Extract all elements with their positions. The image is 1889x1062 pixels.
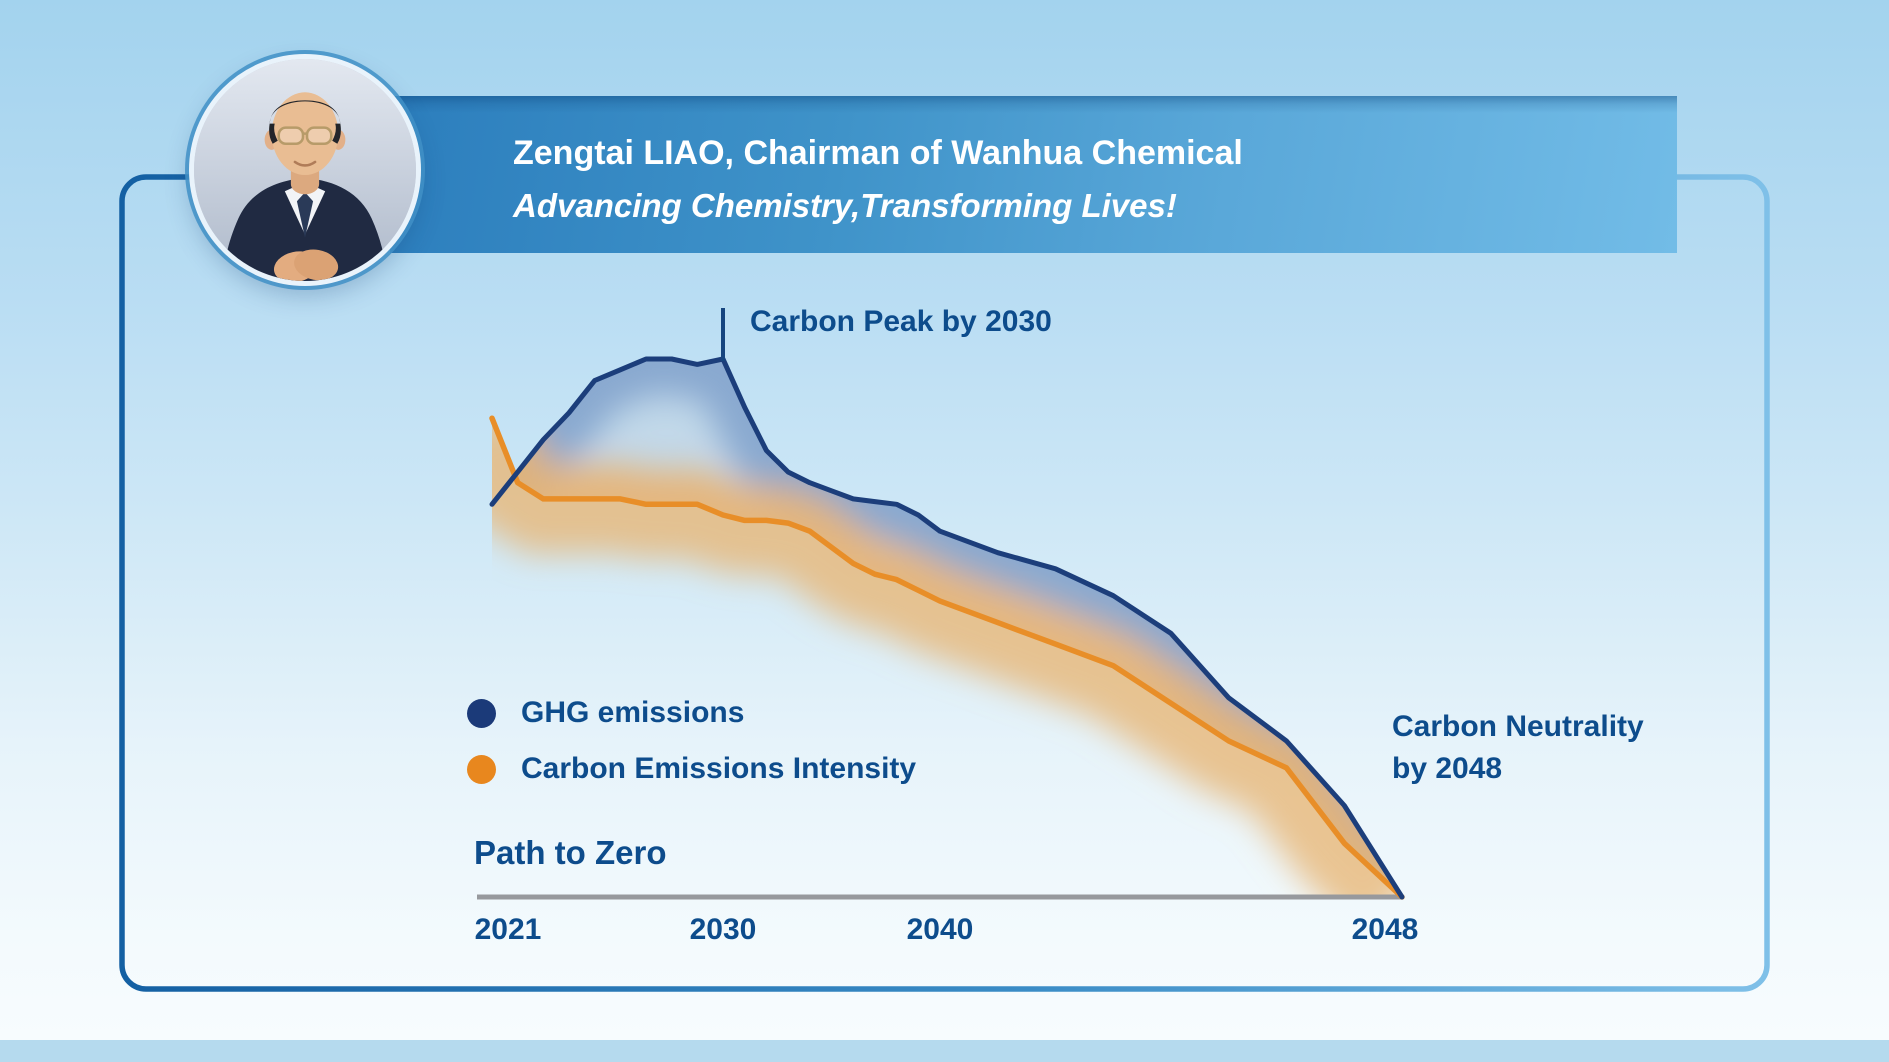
- x-tick-2048: 2048: [1351, 913, 1419, 946]
- bottom-accent-strip: [0, 1040, 1889, 1062]
- x-tick-2040: 2040: [906, 913, 974, 946]
- carbon-neutrality-line2: by 2048: [1392, 752, 1503, 785]
- x-tick-2030: 2030: [689, 913, 757, 946]
- header-banner: Zengtai LIAO, Chairman of Wanhua Chemica…: [390, 96, 1677, 253]
- carbon-peak-annotation: Carbon Peak by 2030: [750, 305, 1052, 338]
- legend-label-intensity: Carbon Emissions Intensity: [521, 752, 917, 785]
- chart-legend: GHG emissions Carbon Emissions Intensity: [467, 696, 916, 808]
- ghg-legend-dot-icon: [467, 698, 496, 728]
- carbon-neutrality-annotation: Carbon Neutrality by 2048: [1392, 706, 1644, 790]
- legend-item-intensity: Carbon Emissions Intensity: [467, 752, 916, 786]
- x-tick-2021: 2021: [474, 913, 542, 946]
- chairman-name-title: Zengtai LIAO, Chairman of Wanhua Chemica…: [513, 134, 1243, 172]
- intensity-legend-dot-icon: [467, 754, 496, 784]
- chart-title: Path to Zero: [474, 834, 667, 871]
- chairman-avatar: [189, 54, 421, 286]
- carbon-neutrality-line1: Carbon Neutrality: [1392, 710, 1644, 743]
- legend-label-ghg: GHG emissions: [521, 696, 745, 729]
- company-tagline: Advancing Chemistry,Transforming Lives!: [513, 187, 1177, 224]
- chairman-portrait-icon: [194, 59, 416, 281]
- legend-item-ghg: GHG emissions: [467, 696, 916, 730]
